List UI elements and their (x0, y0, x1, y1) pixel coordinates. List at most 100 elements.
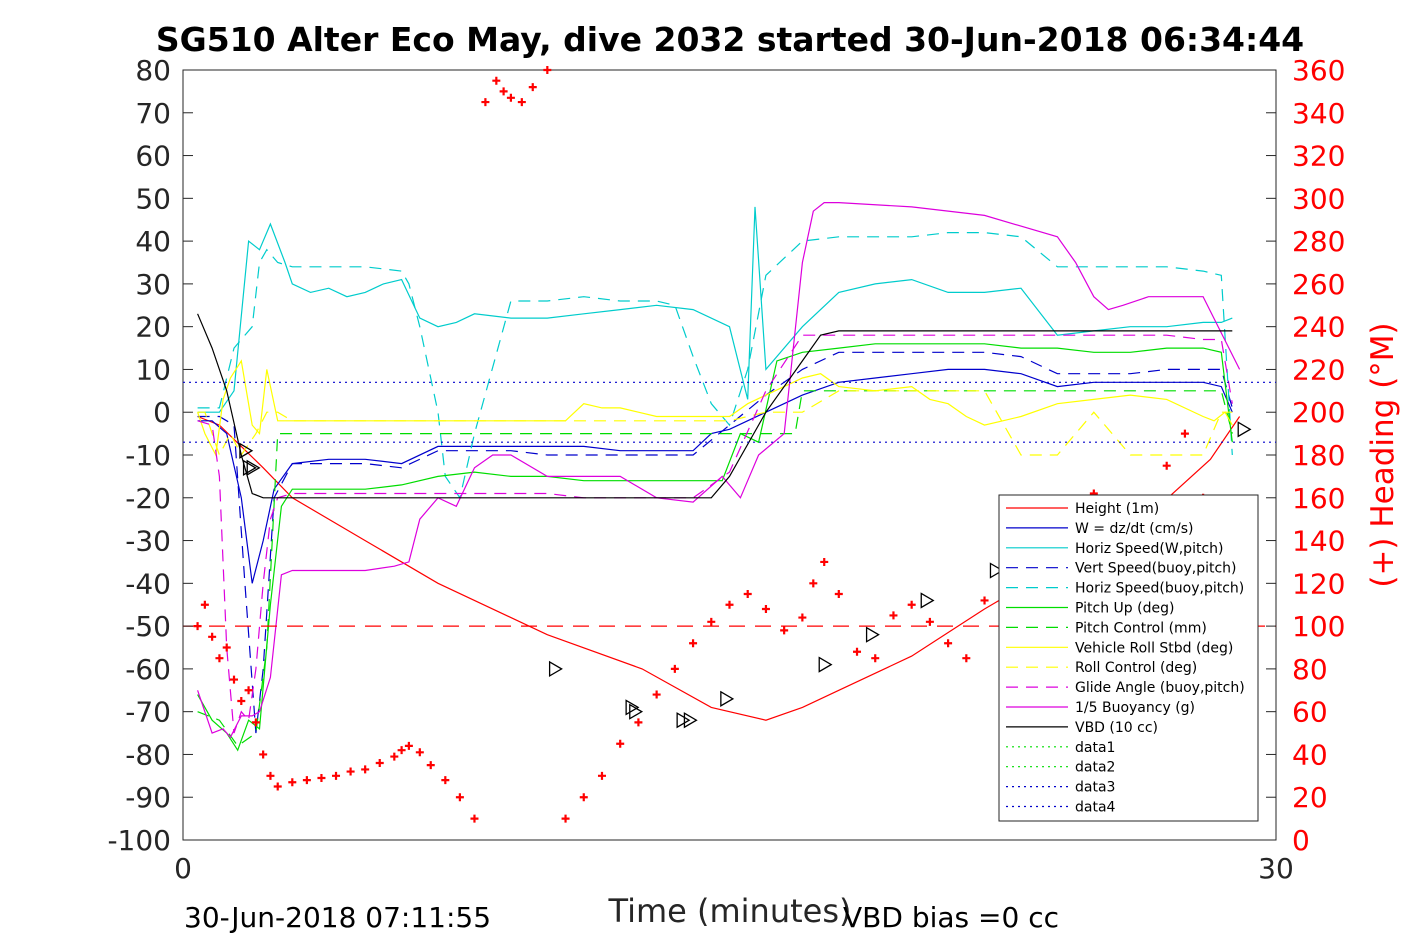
left-tick-label: -70 (125, 696, 171, 729)
heading-point (397, 746, 406, 755)
series-line-4 (197, 351, 1233, 734)
left-tick-label: -30 (125, 525, 171, 558)
heading-point (925, 617, 934, 626)
heading-point (652, 690, 661, 699)
heading-point (597, 771, 606, 780)
right-tick-label: 20 (1292, 781, 1328, 814)
heading-point (780, 626, 789, 635)
series-line-11 (197, 202, 1241, 739)
legend-label: Height (1m) (1075, 501, 1159, 517)
heading-point (259, 750, 268, 759)
heading-point (375, 759, 384, 767)
heading-point (208, 632, 217, 641)
series-line-6 (197, 343, 1233, 752)
heading-point (725, 600, 734, 609)
legend-box (998, 494, 1259, 822)
footer-timestamp: 30-Jun-2018 07:11:55 (184, 901, 491, 934)
right-tick-label: 340 (1292, 97, 1345, 130)
heading-point (222, 643, 231, 652)
heading-point (273, 782, 282, 791)
left-axis: 80 70 60 50 40 30 20 10 0 -10 -20 -30 -40 -50 -60 -70 -8… (107, 54, 193, 857)
heading-point (244, 686, 253, 695)
heading-point (743, 590, 752, 599)
left-tick-label: 10 (135, 353, 171, 386)
heading-point (470, 814, 479, 823)
x-tick-label: 30 (1258, 852, 1294, 885)
heading-point (441, 776, 450, 785)
x-axis: 0 30 (174, 830, 1294, 885)
heading-point (332, 771, 341, 780)
heading-point (193, 622, 202, 631)
x-tick-label: 0 (174, 852, 192, 885)
heading-point (200, 600, 209, 609)
heading-point (492, 76, 501, 85)
heading-point (455, 793, 464, 802)
waypoint-marker (720, 690, 735, 707)
heading-point (834, 590, 843, 599)
heading-point (761, 605, 770, 613)
right-tick-label: 100 (1292, 610, 1345, 643)
waypoint-marker (676, 712, 691, 729)
x-axis-label: Time (minutes) (608, 892, 852, 930)
left-tick-label: 0 (153, 396, 171, 429)
series-line-8 (197, 359, 1233, 457)
right-tick-label: 260 (1292, 268, 1345, 301)
heading-point (215, 654, 224, 663)
right-tick-label: 300 (1292, 182, 1345, 215)
right-tick-label: 320 (1292, 140, 1345, 173)
heading-point (426, 761, 435, 770)
legend-label: W = dz/dt (cm/s) (1075, 521, 1194, 537)
heading-point (670, 664, 679, 673)
left-tick-label: 50 (135, 182, 171, 215)
right-tick-label: 180 (1292, 439, 1345, 472)
legend-label: Pitch Control (mm) (1075, 620, 1207, 636)
heading-point (889, 611, 898, 620)
waypoint-marker (242, 459, 257, 476)
right-tick-label: 0 (1292, 824, 1310, 857)
heading-point (689, 639, 698, 648)
series-line-5 (197, 232, 1233, 500)
heading-point (288, 778, 297, 787)
heading-point (634, 718, 643, 727)
left-tick-label: -50 (125, 610, 171, 643)
left-tick-label: -100 (107, 824, 171, 857)
heading-point (616, 739, 625, 748)
right-tick-label: 200 (1292, 396, 1345, 429)
heading-point (517, 98, 526, 107)
series-line-7 (197, 390, 1233, 747)
legend-label: Horiz Speed(buoy,pitch) (1075, 581, 1244, 597)
waypoint-marker (548, 660, 563, 678)
waypoint-marker (1237, 421, 1252, 438)
right-tick-label: 120 (1292, 567, 1345, 600)
left-tick-label: -80 (125, 738, 171, 771)
right-tick-label: 240 (1292, 311, 1345, 344)
heading-point (481, 98, 490, 107)
right-tick-label: 280 (1292, 225, 1345, 258)
legend-label: data4 (1075, 800, 1116, 816)
waypoint-marker (629, 703, 644, 720)
right-axis: 3603403203002802602402202001801601401201… (1266, 54, 1345, 857)
right-tick-label: 80 (1292, 653, 1328, 686)
right-tick-label: 60 (1292, 696, 1328, 729)
heading-point (707, 617, 716, 626)
heading-point (1180, 429, 1189, 438)
heading-point (907, 600, 916, 609)
heading-point (506, 93, 515, 102)
legend-label: Vehicle Roll Stbd (deg) (1075, 640, 1233, 656)
waypoint-marker (246, 459, 261, 476)
left-tick-label: 70 (135, 97, 171, 130)
waypoint-marker (989, 562, 1004, 579)
heading-point (302, 776, 311, 785)
left-tick-label: -40 (125, 567, 171, 600)
heading-point (499, 87, 508, 96)
legend-label: Pitch Up (deg) (1075, 601, 1174, 617)
right-tick-label: 220 (1292, 353, 1345, 386)
heading-point (561, 814, 570, 823)
right-tick-label: 40 (1292, 738, 1328, 771)
legend-entries: Height (1m) W = dz/dt (cm/s) Horiz Speed(W… (1006, 501, 1245, 816)
chart-title: SG510 Alter Eco May, dive 2032 started 3… (156, 20, 1304, 59)
heading-point (1162, 461, 1171, 470)
heading-point (317, 773, 326, 782)
waypoint-marker (920, 592, 935, 609)
